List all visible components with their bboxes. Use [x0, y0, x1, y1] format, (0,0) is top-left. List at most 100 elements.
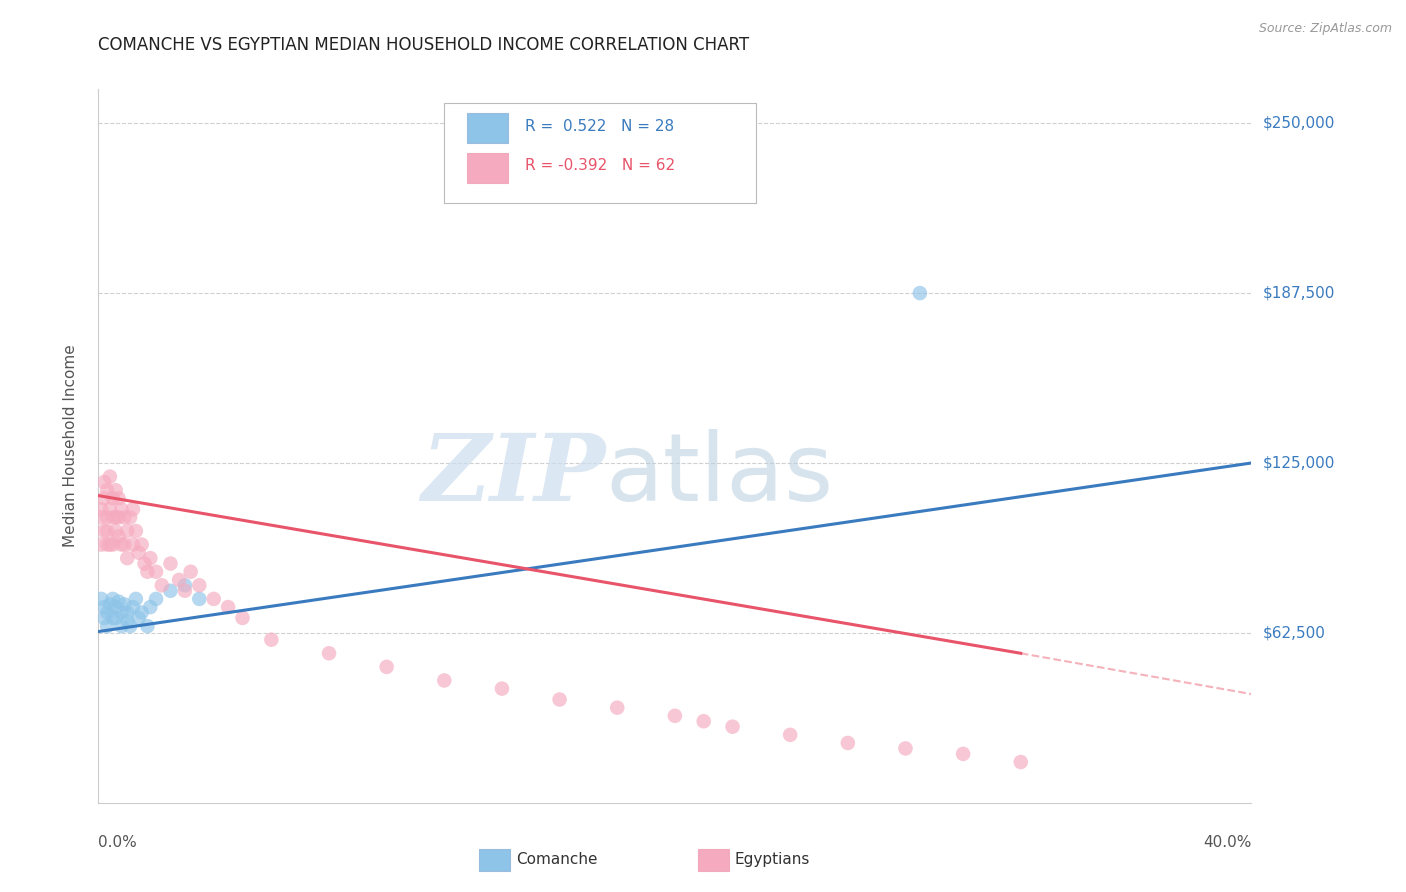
Point [104, 600, 127, 615]
Point [318, 646, 340, 660]
Point [96, 510, 118, 524]
Point [122, 600, 145, 615]
Point [98, 502, 121, 516]
Point [96, 524, 118, 538]
Point [139, 551, 162, 566]
Point [107, 529, 129, 543]
Point [117, 606, 138, 620]
Point [117, 524, 138, 538]
FancyBboxPatch shape [479, 849, 510, 871]
Point [117, 551, 138, 566]
Point [96, 537, 118, 551]
Point [98, 537, 121, 551]
Point [96, 606, 118, 620]
Point [101, 611, 124, 625]
Point [110, 537, 132, 551]
Point [90, 502, 112, 516]
Point [894, 741, 917, 756]
Point [134, 557, 156, 571]
Point [90, 537, 112, 551]
Text: Comanche: Comanche [516, 853, 598, 867]
FancyBboxPatch shape [467, 113, 508, 144]
Point [125, 524, 148, 538]
Point [131, 606, 153, 620]
Text: $187,500: $187,500 [1263, 285, 1334, 301]
Point [112, 510, 135, 524]
Point [145, 565, 167, 579]
Point [693, 714, 716, 729]
Point [104, 611, 127, 625]
Text: ZIP: ZIP [422, 430, 606, 519]
Point [107, 594, 129, 608]
Point [491, 681, 513, 696]
Text: atlas: atlas [606, 428, 834, 521]
Point [139, 600, 162, 615]
Point [104, 483, 127, 498]
Point [96, 619, 118, 633]
Point [110, 502, 132, 516]
Point [664, 708, 686, 723]
Point [136, 565, 159, 579]
Point [90, 510, 112, 524]
Y-axis label: Median Household Income: Median Household Income [63, 344, 77, 548]
Point [101, 591, 124, 606]
Text: Source: ZipAtlas.com: Source: ZipAtlas.com [1258, 22, 1392, 36]
Text: 0.0%: 0.0% [98, 835, 138, 850]
Point [837, 736, 859, 750]
Text: 40.0%: 40.0% [1204, 835, 1251, 850]
Point [110, 619, 132, 633]
Point [375, 660, 398, 674]
Point [260, 632, 283, 647]
Point [120, 510, 142, 524]
FancyBboxPatch shape [444, 103, 755, 203]
Point [93, 611, 115, 625]
Point [93, 524, 115, 538]
Point [952, 747, 974, 761]
Point [131, 537, 153, 551]
Point [779, 728, 801, 742]
Point [167, 573, 190, 587]
Point [98, 598, 121, 612]
Text: COMANCHE VS EGYPTIAN MEDIAN HOUSEHOLD INCOME CORRELATION CHART: COMANCHE VS EGYPTIAN MEDIAN HOUSEHOLD IN… [98, 36, 749, 54]
Point [174, 578, 197, 592]
Point [433, 673, 456, 688]
Point [128, 546, 150, 560]
Point [107, 510, 129, 524]
Point [112, 598, 135, 612]
Point [721, 720, 744, 734]
Text: Egyptians: Egyptians [735, 853, 810, 867]
Point [188, 591, 211, 606]
Point [122, 502, 145, 516]
Point [93, 475, 115, 489]
Point [110, 606, 132, 620]
Point [93, 491, 115, 506]
Point [202, 591, 225, 606]
Text: $250,000: $250,000 [1263, 116, 1334, 131]
Point [174, 583, 197, 598]
Point [107, 491, 129, 506]
Point [120, 619, 142, 633]
Point [606, 700, 628, 714]
Point [90, 591, 112, 606]
Point [159, 557, 181, 571]
Point [217, 600, 239, 615]
Point [128, 611, 150, 625]
Text: $125,000: $125,000 [1263, 456, 1334, 470]
Point [96, 483, 118, 498]
Text: R =  0.522   N = 28: R = 0.522 N = 28 [524, 119, 673, 134]
Point [548, 692, 571, 706]
Point [136, 619, 159, 633]
Point [101, 510, 124, 524]
Point [1010, 755, 1032, 769]
Text: R = -0.392   N = 62: R = -0.392 N = 62 [524, 158, 675, 173]
FancyBboxPatch shape [697, 849, 730, 871]
Point [159, 583, 181, 598]
Point [180, 565, 202, 579]
Point [112, 537, 135, 551]
Point [98, 469, 121, 483]
Point [104, 524, 127, 538]
FancyBboxPatch shape [467, 153, 508, 183]
Point [188, 578, 211, 592]
Point [93, 600, 115, 615]
Text: $62,500: $62,500 [1263, 625, 1326, 640]
